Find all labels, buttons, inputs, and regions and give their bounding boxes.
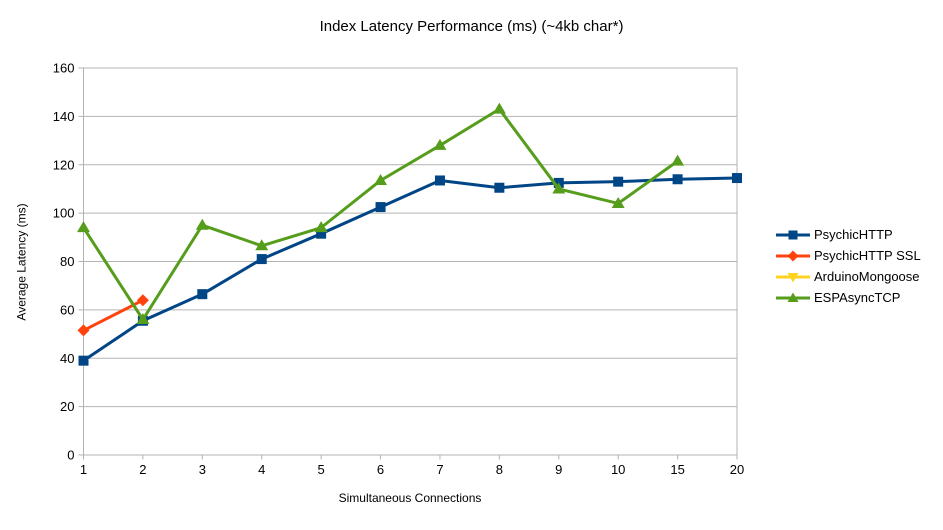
series-marker-espasynctcp (255, 239, 269, 251)
legend-square-icon (776, 230, 810, 239)
series-marker-psychichttp (494, 182, 505, 193)
series-marker-psychichttp (375, 202, 386, 213)
y-tick-label: 40 (60, 351, 74, 366)
y-tick-label: 160 (53, 61, 75, 76)
legend-triangle-down-icon (776, 272, 810, 282)
legend-item-arduinomongoose: ArduinoMongoose (776, 266, 921, 287)
plot-border (83, 67, 738, 456)
series-marker-psychichttp (434, 175, 445, 186)
series-marker-espasynctcp (195, 218, 209, 230)
series-marker-espasynctcp (671, 154, 685, 166)
legend-label-psychichttp: PsychicHTTP (814, 227, 893, 242)
x-tick-label: 10 (611, 462, 625, 477)
y-tick-label: 100 (53, 206, 75, 221)
legend-item-psychichttp: PsychicHTTP (776, 224, 921, 245)
chart-title: Index Latency Performance (ms) (~4kb cha… (319, 18, 624, 35)
series-line-psychichttp (82, 176, 738, 362)
legend-diamond-icon (776, 250, 810, 261)
legend-item-espasynctcp: ESPAsyncTCP (776, 287, 921, 308)
x-tick-label: 5 (318, 462, 325, 477)
y-tick-label: 0 (67, 448, 74, 463)
x-tick-label: 9 (555, 462, 562, 477)
legend-label-arduinomongoose: ArduinoMongoose (814, 269, 920, 284)
series-marker-espasynctcp (611, 196, 625, 208)
legend-triangle-up-icon (776, 292, 810, 302)
x-tick-label: 8 (496, 462, 503, 477)
x-tick-label: 6 (377, 462, 384, 477)
legend-label-espasynctcp: ESPAsyncTCP (814, 290, 901, 305)
y-tick-label: 140 (53, 109, 75, 124)
x-tick-label: 4 (258, 462, 265, 477)
y-tick-label: 120 (53, 157, 75, 172)
x-tick-label: 20 (730, 462, 744, 477)
series-marker-espasynctcp (136, 313, 150, 325)
legend-label-psychichttp-ssl: PsychicHTTP SSL (814, 248, 921, 263)
y-tick-label: 80 (60, 254, 74, 269)
series-marker-espasynctcp (552, 182, 566, 194)
x-tick-label: 7 (436, 462, 443, 477)
series-line-espasynctcp (82, 107, 679, 322)
x-tick-label: 15 (670, 462, 684, 477)
series-marker-psychichttp (197, 289, 208, 300)
series-marker-espasynctcp (492, 102, 506, 114)
x-tick-label: 3 (199, 462, 206, 477)
series-marker-espasynctcp (77, 221, 90, 233)
y-tick-label: 60 (60, 302, 74, 317)
series-marker-psychichttp (78, 355, 89, 366)
series-marker-psychichttp (316, 228, 327, 239)
legend-item-psychichttp-ssl: PsychicHTTP SSL (776, 245, 921, 266)
series-marker-psychichttp (672, 174, 683, 185)
series-marker-espasynctcp (374, 173, 388, 185)
series-marker-psychichttp (732, 173, 742, 184)
series-marker-psychichttp (256, 254, 267, 265)
legend: PsychicHTTP PsychicHTTP SSL ArduinoMongoos… (776, 224, 921, 308)
y-tick-label: 20 (60, 399, 74, 414)
series-marker-espasynctcp (433, 138, 447, 150)
x-tick-label: 2 (139, 462, 146, 477)
series-marker-psychichttp-ssl (77, 324, 90, 337)
x-tick-label: 1 (80, 462, 87, 477)
series-marker-psychichttp-ssl (136, 294, 149, 307)
series-marker-psychichttp (613, 176, 624, 187)
series-marker-espasynctcp (314, 221, 328, 233)
x-axis-title: Simultaneous Connections (338, 491, 482, 505)
